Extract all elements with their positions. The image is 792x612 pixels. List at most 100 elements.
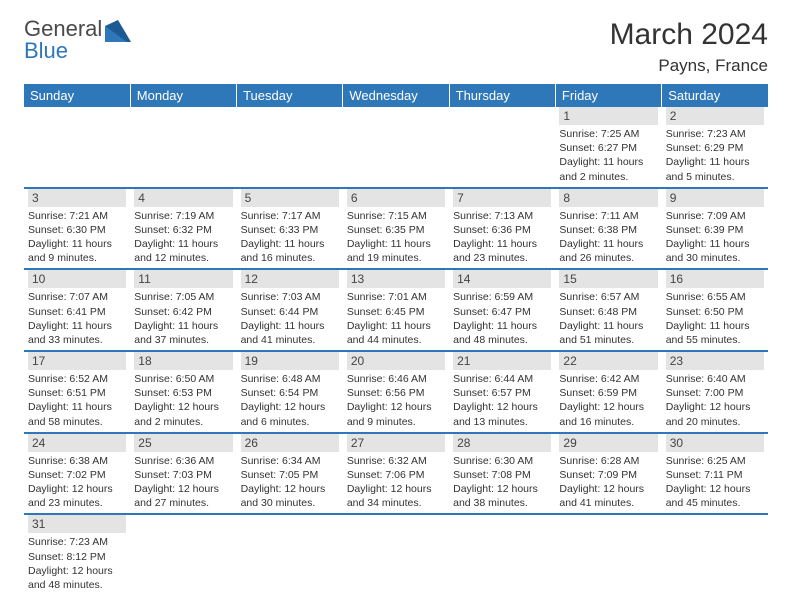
weekday-header: Tuesday <box>237 84 343 107</box>
sun-info: Sunrise: 7:23 AMSunset: 8:12 PMDaylight:… <box>28 535 126 592</box>
calendar-cell: 26Sunrise: 6:34 AMSunset: 7:05 PMDayligh… <box>237 433 343 515</box>
sun-info: Sunrise: 6:32 AMSunset: 7:06 PMDaylight:… <box>347 454 445 511</box>
daylight: Daylight: 11 hours and 26 minutes. <box>559 237 657 265</box>
sun-info: Sunrise: 6:34 AMSunset: 7:05 PMDaylight:… <box>241 454 339 511</box>
sun-info: Sunrise: 6:48 AMSunset: 6:54 PMDaylight:… <box>241 372 339 429</box>
calendar-table: SundayMondayTuesdayWednesdayThursdayFrid… <box>24 84 768 595</box>
daylight: Daylight: 12 hours and 20 minutes. <box>666 400 764 428</box>
day-number: 11 <box>134 270 232 288</box>
day-number: 25 <box>134 434 232 452</box>
sunset: Sunset: 7:08 PM <box>453 468 551 482</box>
calendar-cell: 21Sunrise: 6:44 AMSunset: 6:57 PMDayligh… <box>449 351 555 433</box>
weekday-header: Thursday <box>449 84 555 107</box>
sunrise: Sunrise: 7:25 AM <box>559 127 657 141</box>
daylight: Daylight: 11 hours and 37 minutes. <box>134 319 232 347</box>
daylight: Daylight: 11 hours and 58 minutes. <box>28 400 126 428</box>
daylight: Daylight: 12 hours and 45 minutes. <box>666 482 764 510</box>
sun-info: Sunrise: 6:52 AMSunset: 6:51 PMDaylight:… <box>28 372 126 429</box>
sunset: Sunset: 6:33 PM <box>241 223 339 237</box>
calendar-cell: 29 Sunrise: 6:28 AMSunset: 7:09 PMDayligh… <box>555 433 661 515</box>
calendar-cell <box>237 107 343 188</box>
sunset: Sunset: 6:27 PM <box>559 141 657 155</box>
calendar-cell: 17Sunrise: 6:52 AMSunset: 6:51 PMDayligh… <box>24 351 130 433</box>
calendar-cell: 12 Sunrise: 7:03 AMSunset: 6:44 PMDayligh… <box>237 269 343 351</box>
day-number: 29 <box>559 434 657 452</box>
day-number: 27 <box>347 434 445 452</box>
daylight: Daylight: 11 hours and 2 minutes. <box>559 155 657 183</box>
sun-info: Sunrise: 7:17 AMSunset: 6:33 PMDaylight:… <box>241 209 339 266</box>
sunrise: Sunrise: 7:05 AM <box>134 290 232 304</box>
sunrise: Sunrise: 6:55 AM <box>666 290 764 304</box>
sun-info: Sunrise: 6:30 AMSunset: 7:08 PMDaylight:… <box>453 454 551 511</box>
sunrise: Sunrise: 7:21 AM <box>28 209 126 223</box>
day-number: 20 <box>347 352 445 370</box>
calendar-cell: 22Sunrise: 6:42 AMSunset: 6:59 PMDayligh… <box>555 351 661 433</box>
sunset: Sunset: 6:45 PM <box>347 305 445 319</box>
sunset: Sunset: 6:39 PM <box>666 223 764 237</box>
daylight: Daylight: 11 hours and 12 minutes. <box>134 237 232 265</box>
sunset: Sunset: 6:36 PM <box>453 223 551 237</box>
weekday-header: Sunday <box>24 84 130 107</box>
calendar-cell: 6Sunrise: 7:15 AMSunset: 6:35 PMDaylight… <box>343 188 449 270</box>
sunrise: Sunrise: 6:36 AM <box>134 454 232 468</box>
day-number: 21 <box>453 352 551 370</box>
daylight: Daylight: 12 hours and 9 minutes. <box>347 400 445 428</box>
sunset: Sunset: 6:41 PM <box>28 305 126 319</box>
calendar-cell: 13Sunrise: 7:01 AMSunset: 6:45 PMDayligh… <box>343 269 449 351</box>
weekday-header: Monday <box>130 84 236 107</box>
sunset: Sunset: 6:53 PM <box>134 386 232 400</box>
day-number: 13 <box>347 270 445 288</box>
daylight: Daylight: 12 hours and 23 minutes. <box>28 482 126 510</box>
sunrise: Sunrise: 7:23 AM <box>28 535 126 549</box>
sunrise: Sunrise: 6:40 AM <box>666 372 764 386</box>
calendar-cell: 30Sunrise: 6:25 AMSunset: 7:11 PMDayligh… <box>662 433 768 515</box>
sunset: Sunset: 6:38 PM <box>559 223 657 237</box>
sunrise: Sunrise: 6:48 AM <box>241 372 339 386</box>
calendar-cell: 25Sunrise: 6:36 AMSunset: 7:03 PMDayligh… <box>130 433 236 515</box>
day-number: 15 <box>559 270 657 288</box>
daylight: Daylight: 12 hours and 16 minutes. <box>559 400 657 428</box>
sunset: Sunset: 6:30 PM <box>28 223 126 237</box>
calendar-cell <box>449 107 555 188</box>
sun-info: Sunrise: 6:46 AMSunset: 6:56 PMDaylight:… <box>347 372 445 429</box>
day-number: 1 <box>559 107 657 125</box>
calendar-cell: 15Sunrise: 6:57 AMSunset: 6:48 PMDayligh… <box>555 269 661 351</box>
sunrise: Sunrise: 6:44 AM <box>453 372 551 386</box>
sun-info: Sunrise: 7:13 AMSunset: 6:36 PMDaylight:… <box>453 209 551 266</box>
daylight: Daylight: 11 hours and 16 minutes. <box>241 237 339 265</box>
sun-info: Sunrise: 7:11 AMSunset: 6:38 PMDaylight:… <box>559 209 657 266</box>
sunset: Sunset: 6:54 PM <box>241 386 339 400</box>
sun-info: Sunrise: 7:05 AMSunset: 6:42 PMDaylight:… <box>134 290 232 347</box>
sunset: Sunset: 6:29 PM <box>666 141 764 155</box>
day-number: 8 <box>559 189 657 207</box>
calendar-cell: 16 Sunrise: 6:55 AMSunset: 6:50 PMDayligh… <box>662 269 768 351</box>
daylight: Daylight: 12 hours and 34 minutes. <box>347 482 445 510</box>
sun-info: Sunrise: 7:15 AMSunset: 6:35 PMDaylight:… <box>347 209 445 266</box>
daylight: Daylight: 12 hours and 2 minutes. <box>134 400 232 428</box>
sun-info: Sunrise: 6:59 AMSunset: 6:47 PMDaylight:… <box>453 290 551 347</box>
calendar-cell <box>130 514 236 595</box>
sunrise: Sunrise: 7:19 AM <box>134 209 232 223</box>
sunset: Sunset: 7:02 PM <box>28 468 126 482</box>
sunrise: Sunrise: 6:59 AM <box>453 290 551 304</box>
day-number: 12 <box>241 270 339 288</box>
day-number: 10 <box>28 270 126 288</box>
sun-info: Sunrise: 6:28 AMSunset: 7:09 PMDaylight:… <box>559 454 657 511</box>
daylight: Daylight: 11 hours and 51 minutes. <box>559 319 657 347</box>
sun-info: Sunrise: 6:40 AMSunset: 7:00 PMDaylight:… <box>666 372 764 429</box>
calendar-cell: 4Sunrise: 7:19 AMSunset: 6:32 PMDaylight… <box>130 188 236 270</box>
sunrise: Sunrise: 6:50 AM <box>134 372 232 386</box>
sun-info: Sunrise: 6:55 AMSunset: 6:50 PMDaylight:… <box>666 290 764 347</box>
logo-word-2: Blue <box>24 38 68 63</box>
weekday-header: Saturday <box>662 84 768 107</box>
sunrise: Sunrise: 6:25 AM <box>666 454 764 468</box>
sunrise: Sunrise: 7:15 AM <box>347 209 445 223</box>
sunset: Sunset: 6:57 PM <box>453 386 551 400</box>
sunset: Sunset: 7:11 PM <box>666 468 764 482</box>
day-number: 16 <box>666 270 764 288</box>
calendar-body: 1Sunrise: 7:25 AMSunset: 6:27 PMDaylight… <box>24 107 768 595</box>
sunrise: Sunrise: 7:07 AM <box>28 290 126 304</box>
calendar-cell: 31Sunrise: 7:23 AMSunset: 8:12 PMDayligh… <box>24 514 130 595</box>
daylight: Daylight: 11 hours and 23 minutes. <box>453 237 551 265</box>
sun-info: Sunrise: 7:03 AMSunset: 6:44 PMDaylight:… <box>241 290 339 347</box>
